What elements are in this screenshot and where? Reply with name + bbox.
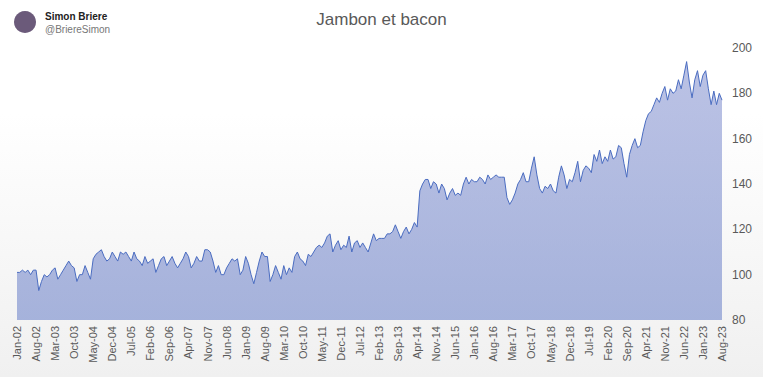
svg-text:Oct-03: Oct-03 xyxy=(68,326,80,359)
svg-text:Sep-06: Sep-06 xyxy=(163,326,175,361)
svg-text:Feb-20: Feb-20 xyxy=(602,326,614,361)
svg-text:200: 200 xyxy=(732,41,752,55)
svg-text:Dec-18: Dec-18 xyxy=(564,326,576,361)
svg-text:Aug-09: Aug-09 xyxy=(259,326,271,361)
svg-text:120: 120 xyxy=(732,222,752,236)
svg-text:Nov-14: Nov-14 xyxy=(430,326,442,361)
svg-text:Jan-02: Jan-02 xyxy=(11,326,23,360)
svg-text:180: 180 xyxy=(732,86,752,100)
svg-text:Aug-02: Aug-02 xyxy=(30,326,42,361)
svg-text:160: 160 xyxy=(732,132,752,146)
svg-text:Oct-17: Oct-17 xyxy=(525,326,537,359)
svg-text:Mar-10: Mar-10 xyxy=(278,326,290,361)
svg-text:Jul-19: Jul-19 xyxy=(583,326,595,356)
svg-text:Jun-08: Jun-08 xyxy=(221,326,233,360)
svg-text:Jan-16: Jan-16 xyxy=(468,326,480,360)
svg-text:Jambon et bacon: Jambon et bacon xyxy=(316,10,446,29)
svg-text:Feb-13: Feb-13 xyxy=(373,326,385,361)
svg-text:Jan-09: Jan-09 xyxy=(240,326,252,360)
svg-text:Sep-13: Sep-13 xyxy=(392,326,404,361)
svg-text:Jan-23: Jan-23 xyxy=(697,326,709,360)
svg-text:@BriereSimon: @BriereSimon xyxy=(45,24,110,35)
svg-text:Apr-07: Apr-07 xyxy=(182,326,194,359)
svg-text:Oct-10: Oct-10 xyxy=(297,326,309,359)
svg-text:Aug-16: Aug-16 xyxy=(487,326,499,361)
svg-text:Feb-06: Feb-06 xyxy=(144,326,156,361)
svg-text:May-11: May-11 xyxy=(316,326,328,362)
svg-text:80: 80 xyxy=(732,313,746,327)
svg-text:Dec-11: Dec-11 xyxy=(335,326,347,361)
svg-text:May-18: May-18 xyxy=(545,326,557,363)
svg-text:Nov-07: Nov-07 xyxy=(202,326,214,361)
svg-text:Mar-03: Mar-03 xyxy=(49,326,61,361)
svg-text:140: 140 xyxy=(732,177,752,191)
svg-text:Jul-12: Jul-12 xyxy=(354,326,366,356)
svg-text:Apr-21: Apr-21 xyxy=(640,326,652,359)
svg-text:Apr-14: Apr-14 xyxy=(411,326,423,359)
svg-text:100: 100 xyxy=(732,268,752,282)
svg-text:Aug-23: Aug-23 xyxy=(716,326,728,361)
svg-text:Sep-20: Sep-20 xyxy=(621,326,633,361)
svg-text:Mar-17: Mar-17 xyxy=(506,326,518,361)
svg-text:Jun-15: Jun-15 xyxy=(449,326,461,360)
svg-text:May-04: May-04 xyxy=(87,326,99,363)
svg-text:Dec-04: Dec-04 xyxy=(106,326,118,361)
svg-text:Jun-22: Jun-22 xyxy=(678,326,690,360)
svg-text:Jul-05: Jul-05 xyxy=(125,326,137,356)
svg-text:Nov-21: Nov-21 xyxy=(659,326,671,361)
svg-text:Simon Briere: Simon Briere xyxy=(45,11,108,22)
